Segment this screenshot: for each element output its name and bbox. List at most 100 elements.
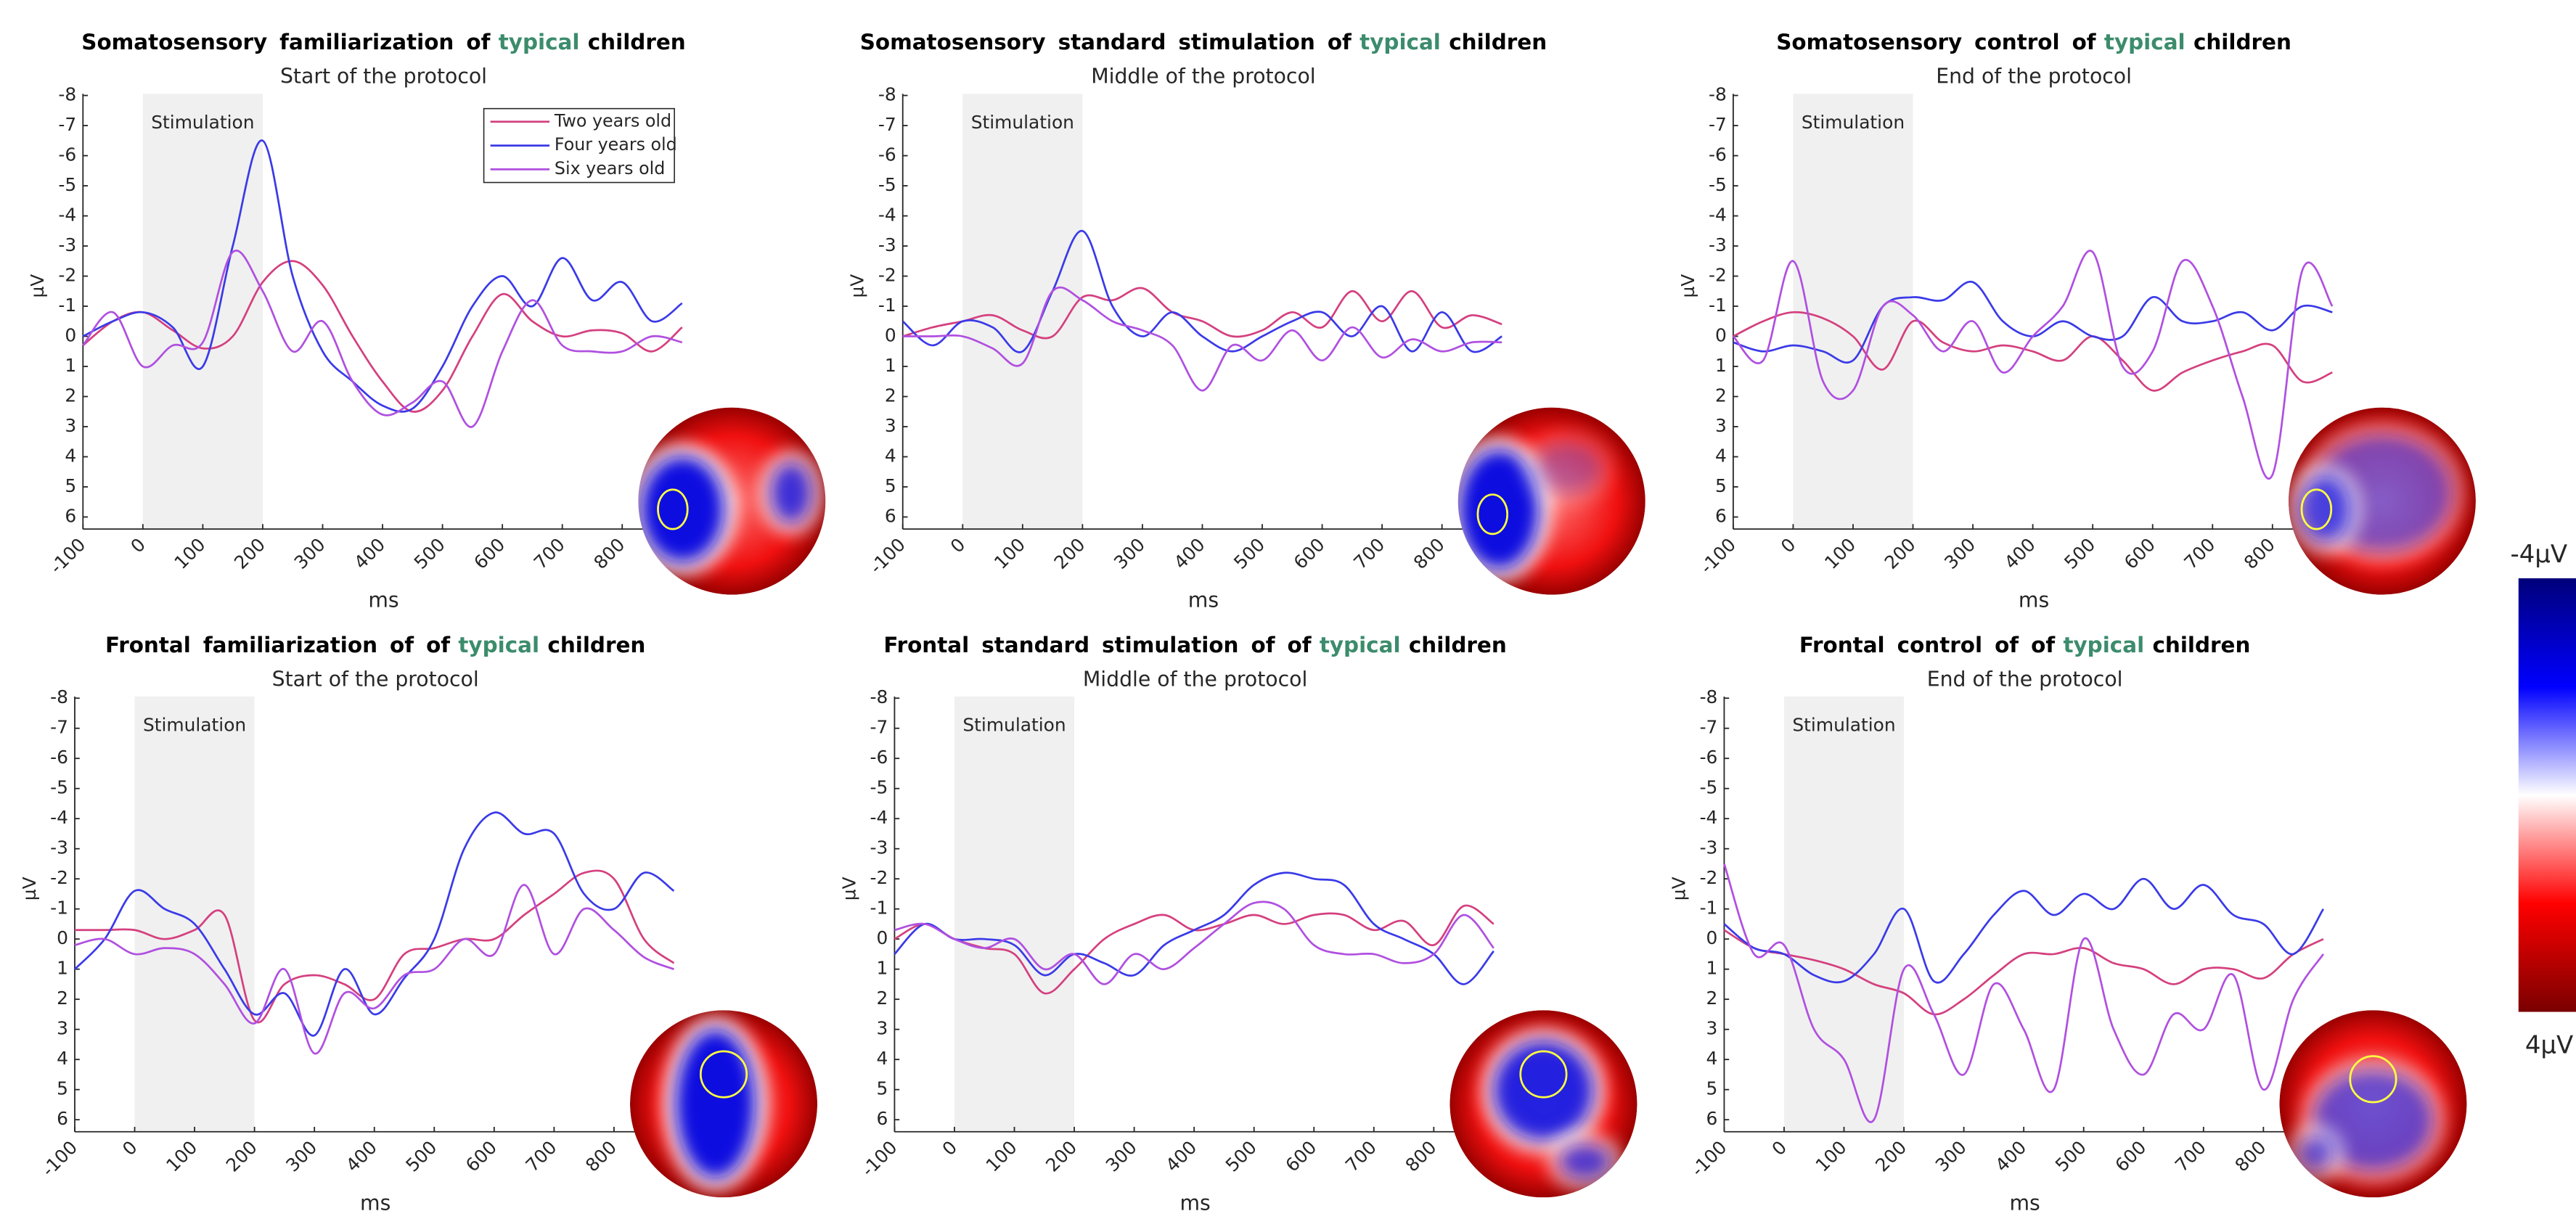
series-line — [82, 139, 683, 413]
x-tick-label: 300 — [290, 534, 330, 573]
topomap-roi — [657, 488, 689, 530]
y-tick-label: 3 — [1715, 415, 1727, 436]
y-tick-label: 4 — [1706, 1048, 1718, 1069]
title-part: typical — [499, 30, 580, 54]
y-axis-label: µV — [19, 877, 40, 900]
y-tick-label: -8 — [870, 686, 888, 707]
x-tick-label: 800 — [581, 1137, 621, 1176]
title-part: children — [588, 30, 686, 54]
y-tick-label: -5 — [50, 777, 68, 798]
y-tick-label: 5 — [65, 475, 76, 496]
panel: Frontal standard stimulation of of typica… — [838, 632, 1637, 1215]
y-tick-label: -8 — [50, 686, 68, 707]
y-tick-label: 3 — [65, 415, 76, 436]
x-tick-label: 200 — [1042, 1137, 1081, 1176]
chart-title: Somatosensory control of typical children — [1776, 30, 2291, 54]
chart-title: Frontal familiarization of of typical chil… — [105, 632, 645, 657]
x-tick-label: 800 — [2231, 1137, 2270, 1176]
title-part: typical — [1320, 632, 1401, 657]
x-tick-label: 200 — [222, 1137, 261, 1176]
chart-title: Frontal standard stimulation of of typica… — [883, 632, 1506, 657]
title-part: typical — [1359, 30, 1441, 54]
legend-label: Four years old — [555, 134, 677, 155]
chart-title: Frontal control of of typical children — [1799, 632, 2251, 657]
topomap — [630, 1010, 818, 1198]
x-tick-label: 100 — [162, 1137, 201, 1176]
title-part: typical — [458, 632, 539, 657]
y-axis-label: µV — [838, 877, 859, 900]
x-tick-label: 300 — [1940, 534, 1979, 573]
x-axis-label: ms — [360, 1191, 391, 1215]
x-tick-label: 700 — [2180, 534, 2219, 573]
series-line — [901, 229, 1502, 353]
x-tick-label: 500 — [2060, 534, 2099, 573]
series-line — [74, 884, 674, 1055]
y-tick-label: 5 — [885, 475, 896, 496]
title-part: children — [2193, 30, 2291, 54]
panel: Somatosensory control of typical children E… — [1677, 30, 2476, 612]
x-tick-label: 0 — [938, 1137, 961, 1160]
y-tick-label: -7 — [870, 717, 888, 738]
topomap-blob — [676, 1030, 756, 1178]
x-tick-label: 0 — [1777, 534, 1800, 557]
x-axis-label: ms — [2009, 1191, 2040, 1215]
stimulation-label: Stimulation — [143, 715, 246, 736]
title-part: Frontal familiarization of of — [105, 632, 451, 657]
x-axis-label: ms — [1188, 588, 1219, 612]
y-tick-label: -7 — [50, 717, 68, 738]
chart-subtitle: End of the protocol — [1936, 65, 2132, 89]
x-tick-label: 500 — [410, 534, 449, 573]
y-tick-label: 6 — [1715, 505, 1727, 526]
y-tick-label: 2 — [57, 988, 68, 1009]
y-tick-label: 6 — [885, 505, 896, 526]
y-tick-label: 5 — [1706, 1078, 1718, 1099]
panel: Frontal familiarization of of typical chil… — [19, 632, 818, 1215]
y-tick-label: -3 — [1700, 837, 1718, 858]
series-line — [1723, 863, 2325, 1123]
x-tick-label: 600 — [470, 534, 509, 573]
y-tick-label: -7 — [1709, 114, 1727, 135]
topomap — [638, 407, 826, 595]
y-tick-label: 2 — [1706, 988, 1718, 1009]
stimulation-region — [962, 94, 1083, 530]
stimulation-label: Stimulation — [151, 112, 254, 133]
y-tick-label: 0 — [877, 927, 888, 948]
stimulation-region — [134, 696, 255, 1132]
x-tick-label: -100 — [38, 1137, 81, 1181]
y-tick-label: 1 — [65, 355, 76, 376]
topomap — [2279, 1010, 2467, 1198]
y-tick-label: 1 — [885, 355, 896, 376]
x-axis-label: ms — [2019, 588, 2049, 612]
y-tick-label: 5 — [877, 1078, 888, 1099]
y-axis-label: µV — [27, 274, 48, 298]
y-tick-label: 6 — [65, 505, 76, 526]
y-tick-label: 2 — [1715, 385, 1727, 406]
y-tick-label: 0 — [65, 325, 76, 346]
x-tick-label: 600 — [1290, 534, 1329, 573]
title-part: typical — [2063, 632, 2144, 657]
y-tick-label: 1 — [1715, 355, 1727, 376]
x-tick-label: 100 — [1812, 1137, 1851, 1176]
panel: Somatosensory familiarization of typical c… — [27, 30, 826, 612]
chart-subtitle: Middle of the protocol — [1091, 65, 1315, 89]
y-tick-label: -2 — [50, 867, 68, 888]
y-tick-label: -5 — [870, 777, 888, 798]
chart-title: Somatosensory standard stimulation of typ… — [860, 30, 1547, 54]
x-tick-label: 400 — [2000, 534, 2040, 573]
chart-title: Somatosensory familiarization of typical c… — [81, 30, 685, 54]
chart-subtitle: Middle of the protocol — [1083, 667, 1307, 691]
x-tick-label: 400 — [1170, 534, 1209, 573]
y-axis-label: µV — [1668, 877, 1689, 900]
x-tick-label: 100 — [1820, 534, 1860, 573]
y-tick-label: -4 — [1709, 205, 1727, 226]
y-tick-label: -4 — [1700, 807, 1718, 828]
y-axis-label: µV — [1677, 274, 1698, 298]
y-tick-label: 4 — [1715, 446, 1727, 467]
y-tick-label: -1 — [1709, 295, 1727, 316]
series-line — [82, 250, 683, 428]
y-tick-label: -3 — [870, 837, 888, 858]
x-tick-label: 600 — [1281, 1137, 1320, 1176]
topomap-blob — [2299, 476, 2350, 543]
series-line — [74, 811, 675, 1037]
